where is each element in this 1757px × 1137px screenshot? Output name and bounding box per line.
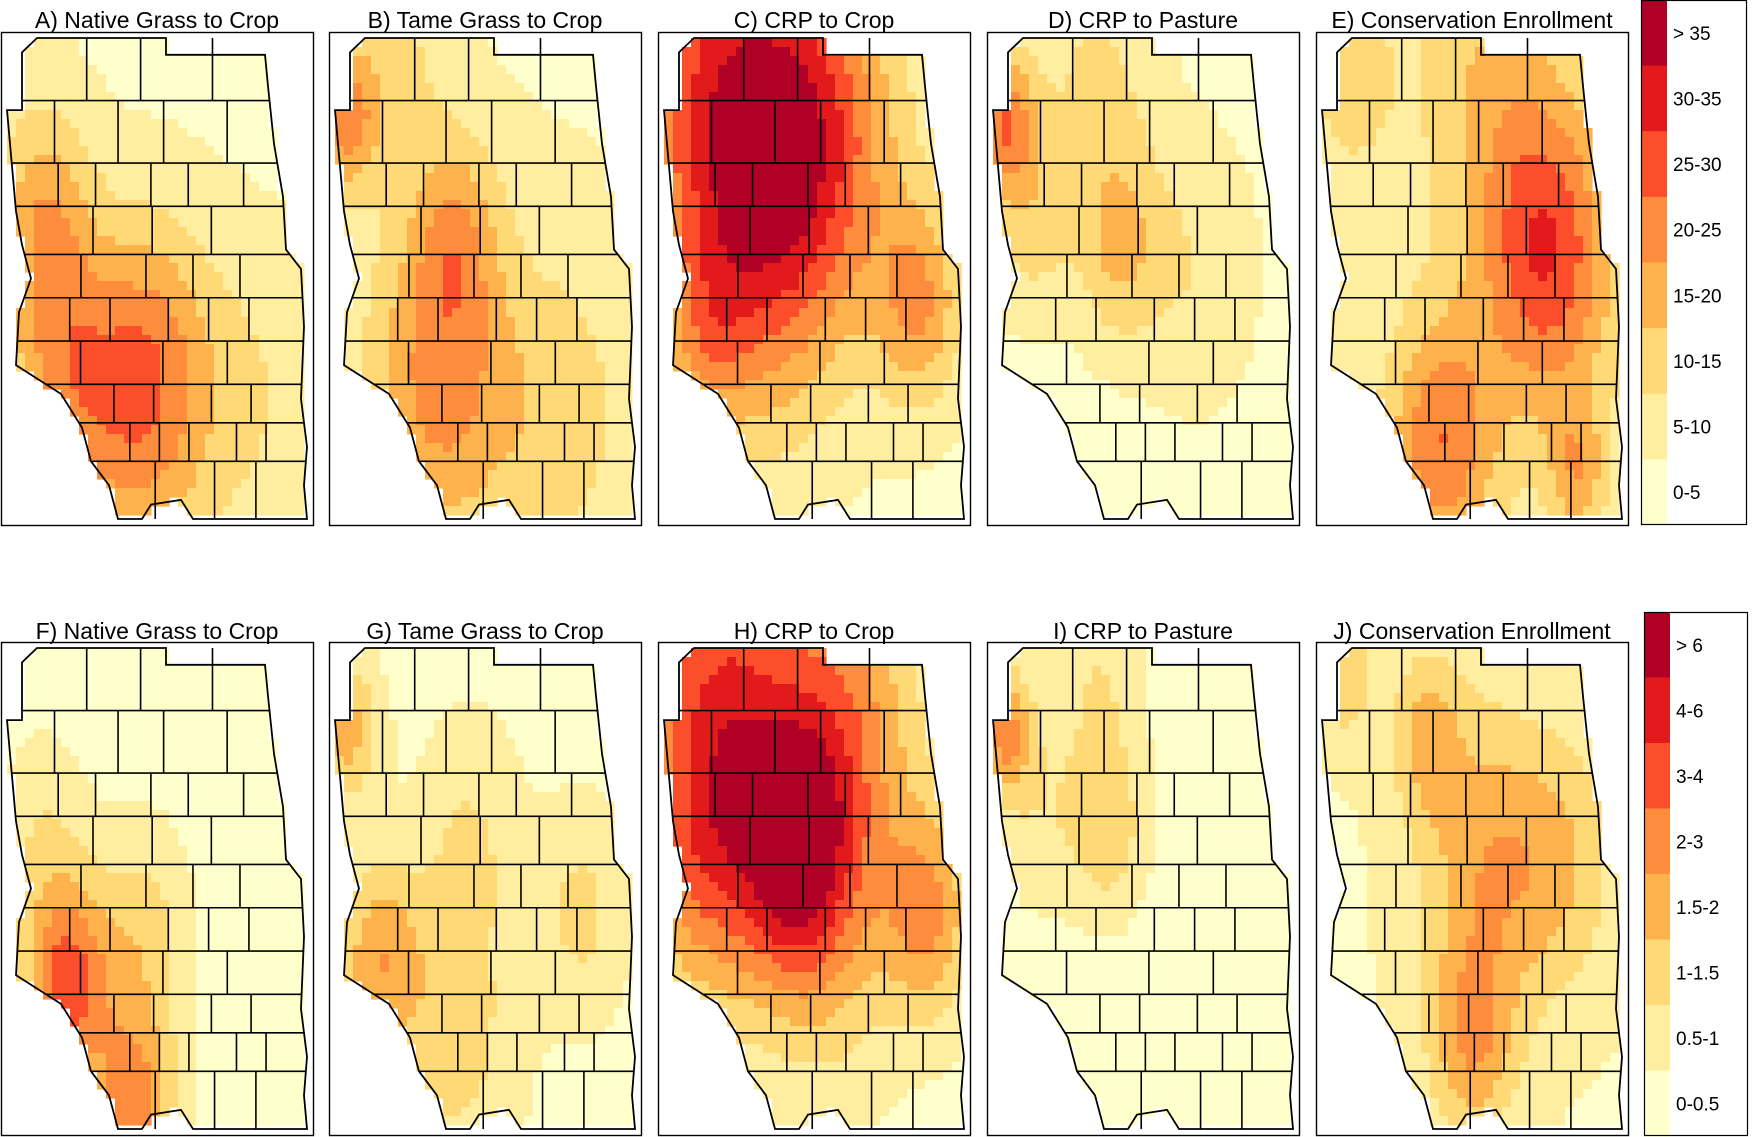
panel-frame bbox=[0, 641, 315, 1137]
legend-label: 15-20 bbox=[1673, 286, 1722, 307]
legend-frame bbox=[1643, 611, 1749, 1137]
panel-title: D) CRP to Pasture bbox=[1048, 7, 1238, 33]
legend-label: 3-4 bbox=[1676, 767, 1704, 788]
legend-swatch bbox=[1644, 1070, 1670, 1137]
legend-swatch bbox=[1641, 131, 1667, 198]
heat-surface bbox=[664, 38, 962, 516]
legend-label: 2-3 bbox=[1676, 832, 1703, 853]
legend-swatch bbox=[1641, 459, 1667, 526]
map-panel-e: E) Conservation Enrollment bbox=[1315, 7, 1630, 527]
map-panel-i: I) CRP to Pasture bbox=[986, 618, 1301, 1137]
heat-surface bbox=[993, 648, 1291, 1126]
legend-swatch bbox=[1644, 677, 1670, 744]
legend-swatch bbox=[1644, 939, 1670, 1006]
panel-title: C) CRP to Crop bbox=[734, 7, 895, 33]
legend-swatch bbox=[1644, 612, 1670, 678]
region-outline bbox=[6, 647, 308, 1130]
panel-frame bbox=[328, 641, 643, 1137]
map-panel-b: B) Tame Grass to Crop bbox=[328, 7, 643, 527]
legend-swatch bbox=[1641, 393, 1667, 460]
region-outline bbox=[1321, 647, 1623, 1130]
legend-swatch bbox=[1644, 743, 1670, 809]
legend-frame bbox=[1640, 0, 1748, 526]
legend-label: 0-0.5 bbox=[1676, 1094, 1719, 1115]
legend-label: 5-10 bbox=[1673, 418, 1711, 439]
legend-label: 20-25 bbox=[1673, 221, 1722, 242]
panel-title: H) CRP to Crop bbox=[734, 618, 895, 644]
legend-swatch bbox=[1641, 0, 1667, 67]
panel-title: B) Tame Grass to Crop bbox=[368, 7, 603, 33]
county-boundaries bbox=[1326, 38, 1621, 519]
heat-surface bbox=[7, 648, 305, 1126]
map-panel-a: A) Native Grass to Crop bbox=[0, 7, 315, 527]
legend-label: 1.5-2 bbox=[1676, 898, 1719, 919]
heat-surface bbox=[1322, 38, 1620, 516]
heat-surface bbox=[7, 38, 305, 516]
legend-swatch bbox=[1641, 328, 1667, 395]
legend-label: > 6 bbox=[1676, 636, 1703, 657]
panel-frame bbox=[1315, 31, 1630, 527]
panel-frame bbox=[986, 641, 1301, 1137]
legend-swatch bbox=[1641, 196, 1667, 263]
legend-label: 1-1.5 bbox=[1676, 963, 1719, 984]
county-boundaries bbox=[668, 648, 963, 1129]
map-panel-g: G) Tame Grass to Crop bbox=[328, 618, 643, 1137]
legend-bottom: > 6 4-6 3-4 2-3 1.5-2 1-1.5 0.5-1 0-0.5 bbox=[1643, 611, 1749, 1137]
county-boundaries bbox=[11, 38, 306, 519]
region-outline bbox=[6, 37, 308, 520]
region-outline bbox=[992, 37, 1294, 520]
map-panel-h: H) CRP to Crop bbox=[657, 618, 972, 1137]
county-boundaries bbox=[339, 648, 634, 1129]
legend-top: > 35 30-35 25-30 20-25 15-20 10-15 5-10 0-5 bbox=[1640, 0, 1748, 526]
region-outline bbox=[992, 647, 1294, 1130]
map-panel-j: J) Conservation Enrollment bbox=[1315, 618, 1630, 1137]
heat-surface bbox=[664, 648, 962, 1126]
panel-title: E) Conservation Enrollment bbox=[1331, 7, 1613, 33]
legend-label: 0.5-1 bbox=[1676, 1029, 1719, 1050]
legend-swatch bbox=[1641, 65, 1667, 132]
panel-frame bbox=[0, 31, 315, 527]
legend-label: 30-35 bbox=[1673, 89, 1722, 110]
panel-title: J) Conservation Enrollment bbox=[1333, 618, 1611, 644]
legend-label: 0-5 bbox=[1673, 483, 1700, 504]
map-panel-c: C) CRP to Crop bbox=[657, 7, 972, 527]
panel-frame bbox=[657, 31, 972, 527]
legend-swatch bbox=[1644, 1005, 1670, 1071]
panel-title: A) Native Grass to Crop bbox=[35, 7, 279, 33]
county-boundaries bbox=[668, 38, 963, 519]
heat-surface bbox=[335, 38, 633, 516]
region-outline bbox=[1321, 37, 1623, 520]
legend-label: > 35 bbox=[1673, 24, 1711, 45]
panel-title: I) CRP to Pasture bbox=[1053, 618, 1233, 644]
county-boundaries bbox=[339, 38, 634, 519]
legend-swatch bbox=[1641, 262, 1667, 329]
heat-surface bbox=[1322, 648, 1620, 1126]
heat-surface bbox=[993, 38, 1291, 516]
legend-swatch bbox=[1644, 874, 1670, 940]
county-boundaries bbox=[11, 648, 306, 1129]
map-panel-f: F) Native Grass to Crop bbox=[0, 618, 315, 1137]
county-boundaries bbox=[997, 648, 1292, 1129]
region-outline bbox=[663, 37, 965, 520]
legend-label: 4-6 bbox=[1676, 701, 1703, 722]
panel-frame bbox=[328, 31, 643, 527]
region-outline bbox=[334, 647, 636, 1130]
region-outline bbox=[663, 647, 965, 1130]
county-boundaries bbox=[1326, 648, 1621, 1129]
legend-label: 25-30 bbox=[1673, 155, 1722, 176]
panel-title: G) Tame Grass to Crop bbox=[366, 618, 603, 644]
panel-frame bbox=[657, 641, 972, 1137]
panel-frame bbox=[986, 31, 1301, 527]
map-panel-d: D) CRP to Pasture bbox=[986, 7, 1301, 527]
heat-surface bbox=[335, 648, 633, 1126]
county-boundaries bbox=[997, 38, 1292, 519]
legend-label: 10-15 bbox=[1673, 352, 1722, 373]
panel-title: F) Native Grass to Crop bbox=[36, 618, 279, 644]
panel-frame bbox=[1315, 641, 1630, 1137]
region-outline bbox=[334, 37, 636, 520]
legend-swatch bbox=[1644, 808, 1670, 875]
